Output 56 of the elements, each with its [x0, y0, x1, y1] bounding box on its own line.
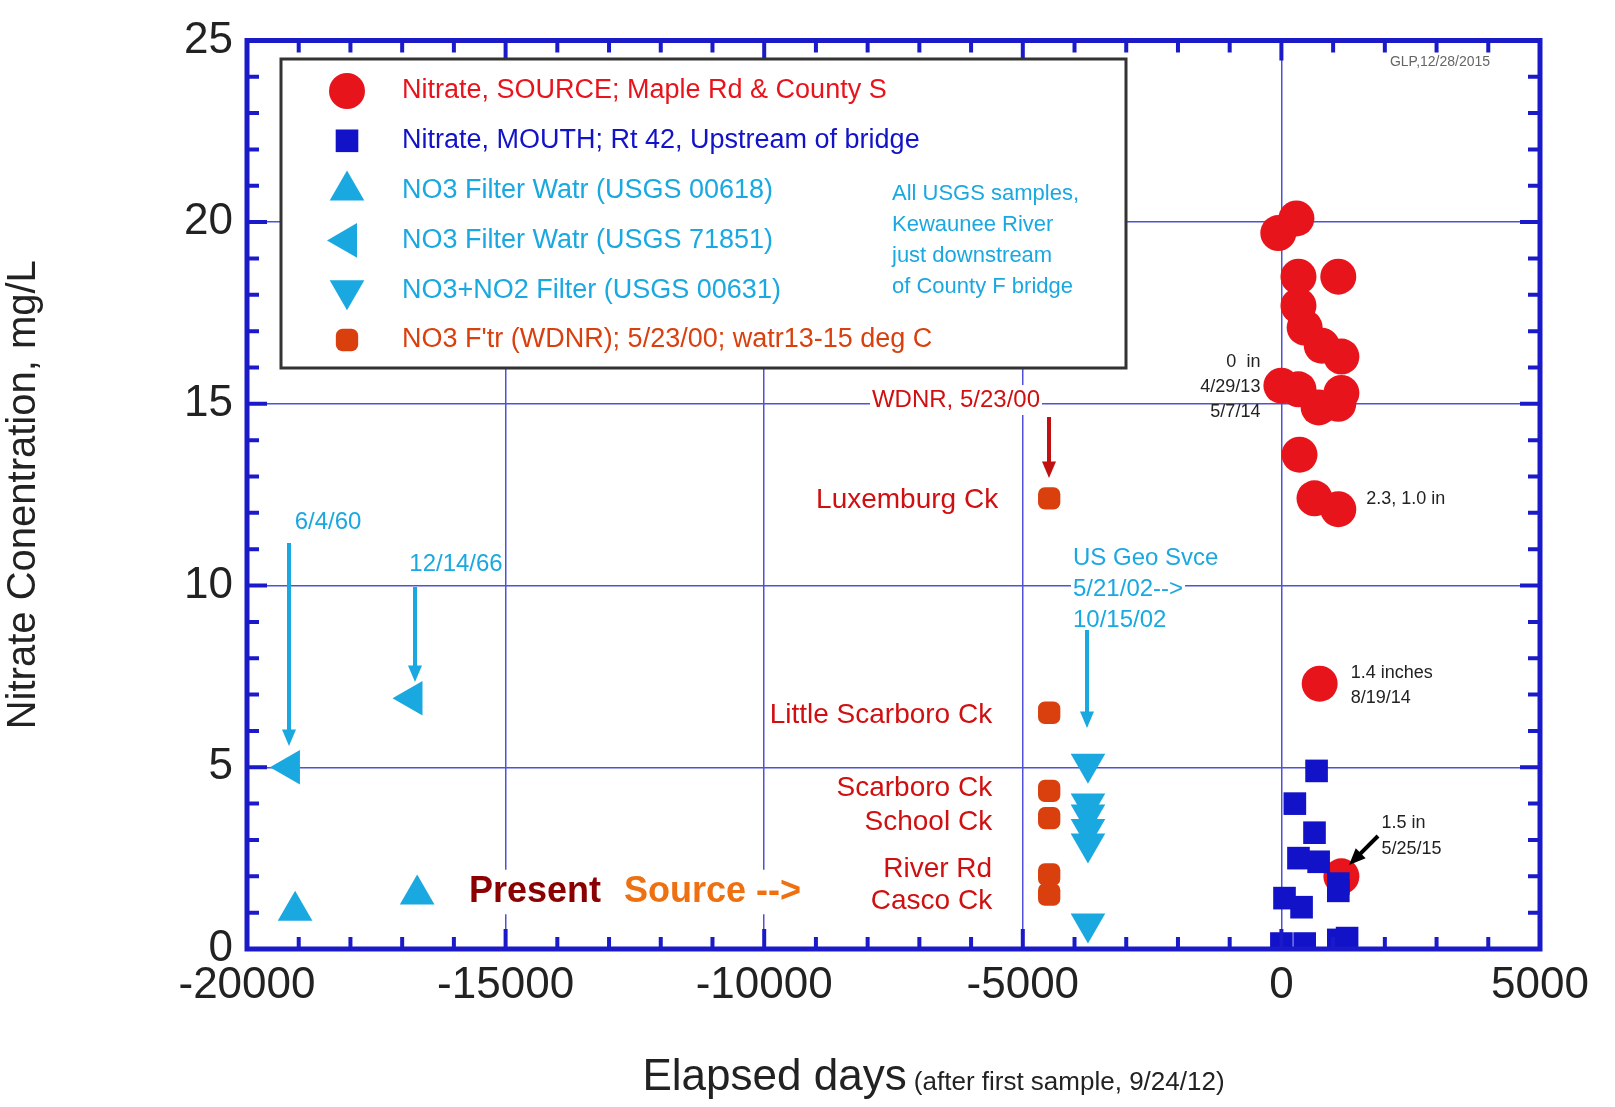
- x-tick-label: -5000: [966, 957, 1080, 1007]
- annotation: 0 in 4/29/13 5/7/14: [1200, 350, 1261, 421]
- annotation: Casco Ck: [870, 884, 994, 916]
- y-tick-label: 20: [184, 194, 233, 244]
- point: [1320, 258, 1357, 295]
- y-tick-label: 10: [184, 557, 233, 607]
- y-tick-label: 5: [208, 739, 233, 789]
- legend-label: NO3 Filter Watr (USGS 71851): [402, 223, 774, 254]
- annotation: River Rd: [883, 852, 993, 884]
- legend-label: Nitrate, SOURCE; Maple Rd & County S: [402, 74, 887, 105]
- point: [1038, 863, 1061, 886]
- annotation: Luxemburg Ck: [816, 483, 1000, 515]
- y-tick-label: 15: [184, 375, 233, 425]
- annotation: WDNR, 5/23/00: [871, 384, 1041, 412]
- y-axis-title: Nitrate Conentration, mg/L: [0, 260, 44, 730]
- legend-label: NO3 Filter Watr (USGS 00618): [402, 174, 774, 205]
- point: [1320, 491, 1357, 528]
- annotation: Present: [469, 868, 602, 910]
- point: [1303, 821, 1326, 845]
- point: [1038, 779, 1061, 803]
- point: [1038, 701, 1061, 724]
- annotation: 2.3, 1.0 in: [1366, 488, 1446, 509]
- point: [1281, 436, 1318, 473]
- annotation: School Ck: [864, 804, 994, 836]
- annotation: Source -->: [624, 868, 802, 910]
- point: [1326, 879, 1350, 903]
- annotation: 1.5 in 5/25/15: [1381, 812, 1442, 859]
- point: [1278, 200, 1315, 237]
- point: [269, 749, 300, 785]
- point: [1305, 759, 1328, 783]
- point: [1038, 487, 1061, 510]
- x-tick-label: 0: [1269, 957, 1294, 1007]
- annotation: 1.4 inches 8/19/14: [1350, 661, 1433, 707]
- point: [392, 680, 423, 716]
- legend-label: Nitrate, MOUTH; Rt 42, Upstream of bridge: [402, 124, 920, 155]
- legend-label: NO3+NO2 Filter (USGS 00631): [402, 273, 781, 304]
- annotation: GLP,12/28/2015: [1389, 52, 1491, 69]
- point: [1307, 850, 1330, 874]
- annotation: 6/4/60: [294, 506, 362, 534]
- annotation: US Geo Svce 5/21/02--> 10/15/02: [1073, 542, 1219, 632]
- y-tick-label: 25: [184, 12, 233, 62]
- annotation: Little Scarboro Ck: [769, 698, 994, 730]
- annotation: Scarboro Ck: [836, 770, 994, 802]
- point: [1323, 338, 1360, 375]
- x-axis-title: Elapsed days (after first sample, 9/24/12): [642, 1050, 1225, 1099]
- point: [1283, 792, 1307, 815]
- x-tick-label: -10000: [695, 957, 833, 1007]
- x-tick-label: -15000: [437, 957, 575, 1007]
- point: [1038, 807, 1061, 830]
- annotation: All USGS samples, Kewaunee River just downstream of County F bridge: [891, 180, 1080, 299]
- legend-label: NO3 F'tr (WDNR); 5/23/00; watr13-15 deg C: [402, 323, 933, 354]
- annotation: 12/14/66: [409, 548, 503, 576]
- point: [1301, 665, 1338, 702]
- x-tick-label: 5000: [1491, 957, 1589, 1007]
- point: [1038, 883, 1061, 906]
- point: [1290, 895, 1313, 919]
